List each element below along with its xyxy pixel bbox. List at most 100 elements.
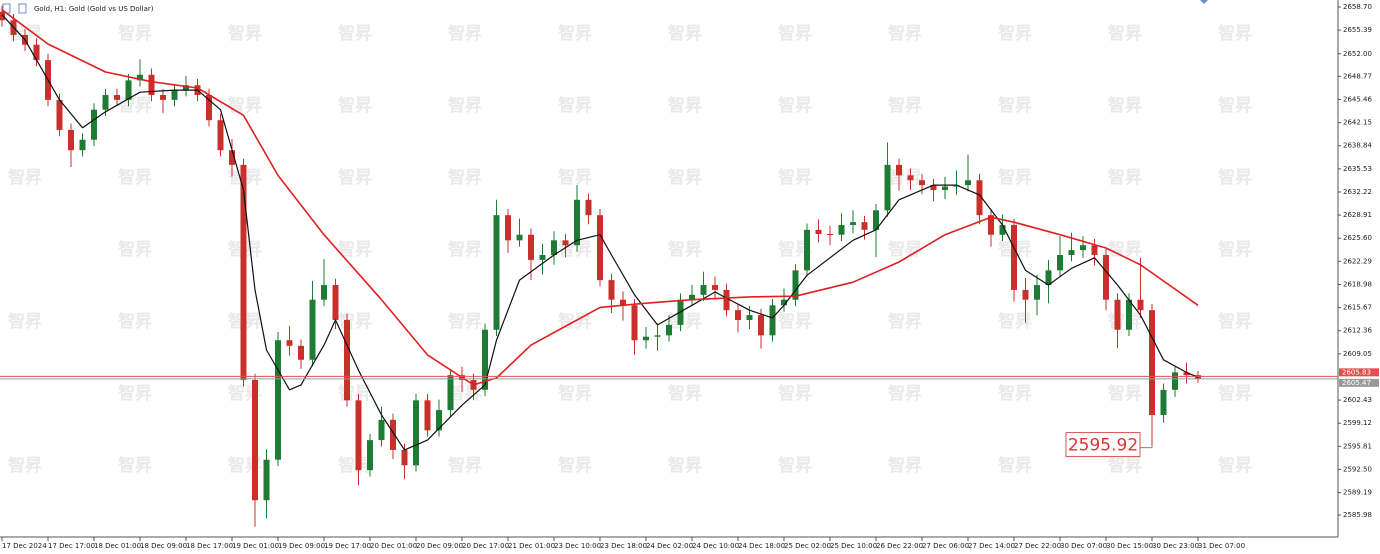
x-tick-label: 31 Dec 07:00 [1198, 542, 1245, 550]
candle-body [79, 139, 86, 151]
candle-body [735, 310, 741, 320]
watermark: 智昇 [1108, 23, 1142, 44]
watermark: 智昇 [778, 23, 812, 44]
x-tick-label: 26 Dec 22:00 [876, 542, 923, 550]
candle-body [125, 80, 132, 100]
y-tick-label: 2625.60 [1343, 234, 1372, 242]
watermark: 智昇 [998, 167, 1032, 188]
moving-average [1, 14, 1199, 451]
x-tick-label: 19 Dec 09:00 [278, 542, 325, 550]
x-tick-label: 17 Dec 2024 [2, 542, 47, 550]
watermark: 智昇 [448, 311, 482, 332]
x-tick-label: 23 Dec 10:00 [554, 542, 601, 550]
annotation-connector [1140, 445, 1153, 449]
candle-body [332, 285, 339, 320]
y-tick-label: 2622.29 [1343, 257, 1372, 265]
watermark: 智昇 [448, 95, 482, 116]
candle-body [700, 285, 707, 295]
watermark: 智昇 [558, 383, 592, 404]
y-tick-label: 2599.12 [1343, 419, 1372, 427]
y-tick-label: 2592.50 [1343, 465, 1372, 473]
candle-body [1137, 299, 1144, 311]
watermark: 智昇 [338, 311, 372, 332]
candle-body [850, 222, 856, 225]
candle-body [723, 289, 730, 311]
x-tick-label: 18 Dec 17:00 [186, 542, 233, 550]
watermark: 智昇 [1108, 383, 1142, 404]
annotation-label: 2595.92 [1068, 436, 1138, 456]
candle-body [378, 419, 385, 441]
x-tick-label: 27 Dec 14:00 [968, 542, 1015, 550]
candle-body [827, 234, 833, 236]
watermark: 智昇 [888, 95, 922, 116]
candle-body [804, 229, 810, 271]
candle-body [1034, 285, 1040, 300]
watermark: 智昇 [778, 239, 812, 260]
x-tick-label: 30 Dec 15:00 [1106, 542, 1153, 550]
candle-body [148, 74, 155, 96]
watermark: 智昇 [668, 383, 702, 404]
candle-body [1068, 250, 1075, 255]
candle-body [183, 85, 189, 91]
candle-body [1103, 254, 1109, 300]
candle-body [1172, 372, 1178, 390]
y-tick-label: 2642.15 [1343, 119, 1372, 127]
watermark: 智昇 [228, 23, 262, 44]
watermark: 智昇 [888, 455, 922, 476]
x-tick-label: 25 Dec 10:00 [830, 542, 877, 550]
candle-body [942, 186, 948, 191]
y-tick-label: 2618.98 [1343, 280, 1372, 288]
candle-body [1022, 289, 1029, 300]
watermark: 智昇 [448, 239, 482, 260]
candle-body [390, 419, 396, 450]
candle-body [539, 254, 546, 260]
watermark: 智昇 [118, 167, 152, 188]
watermark: 智昇 [668, 311, 702, 332]
candle-body [654, 335, 661, 337]
watermark: 智昇 [1218, 455, 1252, 476]
watermark: 智昇 [998, 455, 1032, 476]
candle-body [712, 285, 718, 290]
candle-body [309, 299, 316, 360]
watermark: 智昇 [228, 95, 262, 116]
watermark: 智昇 [668, 23, 702, 44]
y-tick-label: 2645.46 [1343, 95, 1372, 103]
candle-body [436, 410, 442, 431]
candle-body [102, 95, 109, 110]
watermark: 智昇 [998, 383, 1032, 404]
watermark: 智昇 [778, 383, 812, 404]
candle-body [1160, 389, 1167, 415]
candle-body [137, 74, 143, 81]
x-tick-label: 19 Dec 17:00 [324, 542, 371, 550]
y-tick-label: 2658.70 [1343, 3, 1372, 11]
icon[interactable] [18, 3, 27, 14]
watermark: 智昇 [118, 455, 152, 476]
candle-body [792, 270, 799, 300]
candle-body [252, 380, 258, 501]
x-tick-label: 25 Dec 02:00 [784, 542, 831, 550]
y-tick-label: 2612.36 [1343, 327, 1372, 335]
candle-body [1149, 310, 1155, 415]
x-tick-label: 17 Dec 17:00 [48, 542, 95, 550]
candle-body [33, 44, 40, 61]
candle-body [68, 129, 74, 151]
candle-body [401, 449, 408, 466]
x-tick-label: 20 Dec 09:00 [416, 542, 463, 550]
watermark: 智昇 [888, 239, 922, 260]
watermark: 智昇 [668, 455, 702, 476]
watermark: 智昇 [118, 239, 152, 260]
watermark: 智昇 [778, 95, 812, 116]
candle-body [1091, 245, 1098, 255]
candle-body [91, 109, 97, 140]
watermark: 智昇 [118, 311, 152, 332]
candle-body [884, 164, 891, 211]
candle-body [447, 375, 454, 411]
x-tick-label: 24 Dec 02:00 [646, 542, 693, 550]
watermark: 智昇 [558, 95, 592, 116]
watermark: 智昇 [888, 167, 922, 188]
marker [1200, 0, 1208, 4]
y-tick-label: 2628.91 [1343, 211, 1372, 219]
candle-body [746, 315, 753, 320]
watermark: 智昇 [118, 95, 152, 116]
